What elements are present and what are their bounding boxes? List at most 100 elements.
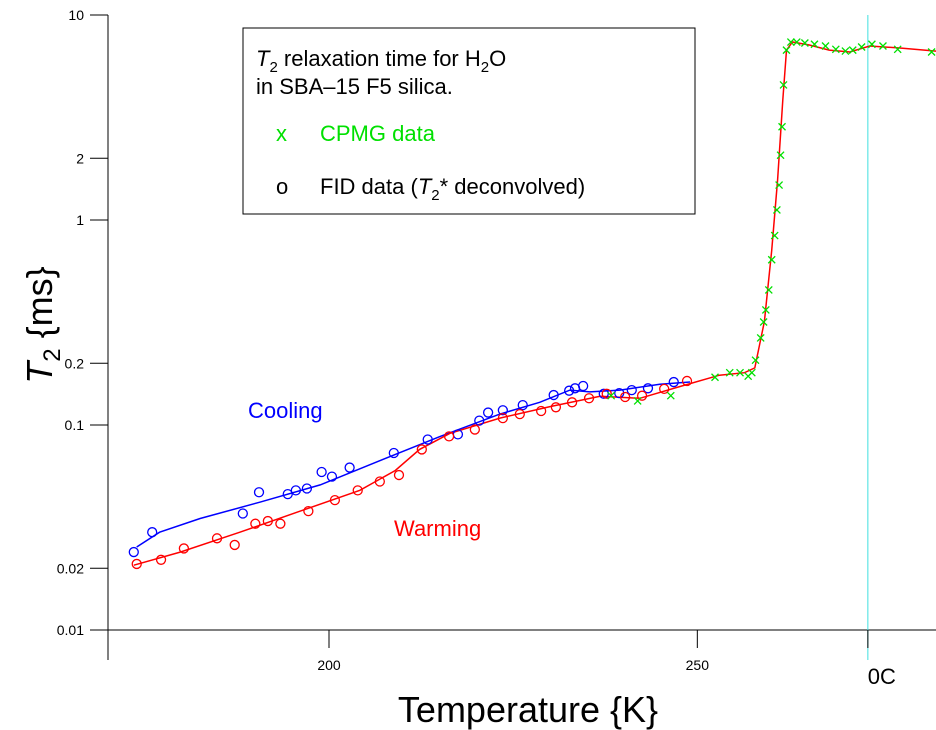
data-point bbox=[779, 80, 788, 89]
legend-title-part: T bbox=[256, 46, 271, 71]
legend-title-part: 2 bbox=[269, 59, 277, 76]
data-point bbox=[548, 389, 559, 401]
y-tick-label: 0.01 bbox=[57, 622, 84, 638]
data-point bbox=[761, 306, 770, 314]
data-point bbox=[778, 122, 786, 131]
data-point bbox=[316, 466, 327, 478]
data-point bbox=[550, 402, 562, 413]
data-point bbox=[344, 462, 355, 473]
legend-box bbox=[242, 27, 696, 215]
data-point bbox=[474, 415, 485, 426]
data-point bbox=[776, 151, 785, 160]
data-point bbox=[290, 485, 301, 496]
data-point bbox=[821, 42, 830, 50]
x-tick-label: 0C bbox=[868, 664, 896, 689]
data-point bbox=[303, 505, 314, 517]
data-point bbox=[155, 554, 167, 565]
data-point bbox=[598, 388, 609, 399]
data-point bbox=[770, 231, 779, 240]
fit-line bbox=[133, 41, 936, 566]
data-point bbox=[282, 488, 293, 500]
legend-title-part: 2 bbox=[481, 59, 489, 76]
data-point bbox=[253, 487, 265, 498]
data-point bbox=[497, 412, 508, 424]
y-tick-label: 2 bbox=[76, 150, 84, 166]
data-point bbox=[514, 408, 525, 420]
x-tick-label: 250 bbox=[686, 657, 710, 673]
data-point bbox=[879, 42, 887, 50]
data-point bbox=[577, 380, 589, 392]
legend-symbol: x bbox=[276, 121, 287, 146]
data-point bbox=[482, 407, 494, 418]
y-tick-label: 0.1 bbox=[65, 417, 85, 433]
data-point bbox=[751, 356, 760, 365]
x-axis-label: Temperature {K} bbox=[398, 689, 658, 730]
data-point bbox=[566, 397, 578, 408]
data-point bbox=[636, 390, 648, 401]
data-point bbox=[711, 373, 719, 382]
legend-label-part: 2 bbox=[431, 187, 439, 204]
x-tick-label: 200 bbox=[317, 657, 341, 673]
data-point bbox=[131, 558, 142, 570]
data-point bbox=[393, 469, 405, 481]
legend-title-part: relaxation time for H bbox=[278, 46, 481, 71]
legend-symbol: o bbox=[276, 174, 288, 199]
data-point bbox=[775, 181, 784, 190]
data-point bbox=[250, 518, 261, 529]
data-point bbox=[301, 483, 313, 494]
legend-title: in SBA–15 F5 silica. bbox=[256, 74, 453, 99]
data-point bbox=[831, 45, 840, 54]
data-point bbox=[583, 393, 595, 404]
data-point bbox=[747, 368, 756, 377]
data-point bbox=[736, 368, 745, 377]
data-point bbox=[497, 405, 508, 416]
data-point bbox=[767, 255, 776, 264]
data-point bbox=[211, 533, 223, 544]
series-label: Cooling bbox=[248, 398, 323, 423]
legend-title: T2 relaxation time for H2O bbox=[256, 46, 506, 76]
data-point bbox=[388, 447, 399, 459]
data-point bbox=[517, 399, 528, 411]
y-tick-label: 0.02 bbox=[57, 560, 84, 576]
data-point bbox=[374, 476, 385, 487]
data-point bbox=[681, 375, 693, 387]
data-point bbox=[607, 391, 616, 400]
data-point bbox=[326, 471, 338, 482]
data-point bbox=[262, 515, 274, 527]
legend-label: FID data (T2* deconvolved) bbox=[320, 174, 585, 204]
data-point bbox=[469, 424, 481, 435]
y-axis-label-part: {ms} bbox=[19, 266, 60, 348]
data-point bbox=[893, 45, 902, 54]
legend-title-part: O bbox=[489, 46, 506, 71]
data-point bbox=[659, 383, 670, 395]
data-point bbox=[601, 388, 612, 399]
data-point bbox=[857, 43, 866, 51]
data-point bbox=[619, 391, 631, 403]
legend-label-part: * deconvolved) bbox=[440, 174, 586, 199]
data-point bbox=[416, 444, 427, 455]
y-tick-label: 0.2 bbox=[65, 355, 85, 371]
data-point bbox=[147, 527, 158, 538]
legend-label: CPMG data bbox=[320, 121, 436, 146]
data-point bbox=[626, 384, 637, 396]
data-point bbox=[792, 38, 801, 47]
data-point bbox=[666, 391, 675, 400]
data-point bbox=[764, 285, 773, 294]
data-point bbox=[642, 383, 654, 394]
data-point bbox=[128, 546, 139, 558]
y-tick-label: 10 bbox=[68, 7, 84, 23]
legend-label-part: FID data ( bbox=[320, 174, 418, 199]
data-point bbox=[229, 539, 240, 551]
data-point bbox=[867, 40, 876, 49]
y-axis-label: T2 {ms} bbox=[19, 266, 66, 383]
data-point bbox=[352, 485, 363, 496]
data-point bbox=[772, 205, 781, 214]
data-point bbox=[633, 396, 642, 405]
data-point bbox=[668, 376, 679, 388]
y-axis-label-part: 2 bbox=[39, 348, 66, 361]
data-point bbox=[786, 38, 795, 47]
data-point bbox=[927, 48, 936, 56]
data-point bbox=[756, 333, 765, 342]
data-point bbox=[178, 543, 190, 554]
